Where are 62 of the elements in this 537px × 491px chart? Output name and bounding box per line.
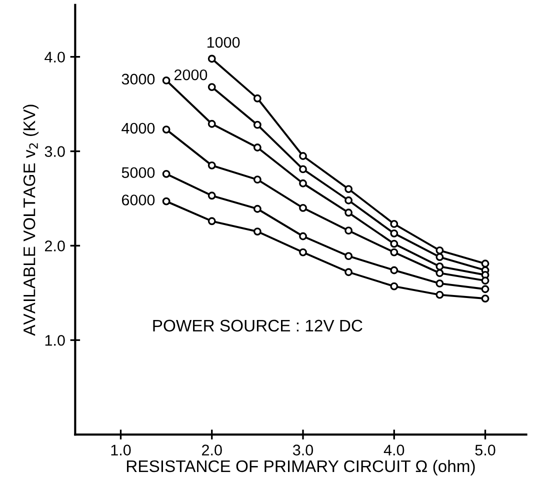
point xyxy=(162,170,170,178)
y-axis-title: AVAILABLE VOLTAGE v$_{2}$ (KV) xyxy=(23,104,39,336)
x-tick-label: 3.0 xyxy=(292,444,314,456)
point xyxy=(299,248,307,256)
point xyxy=(162,126,170,134)
point xyxy=(436,280,444,288)
point xyxy=(344,268,353,276)
series-label: 6000 xyxy=(122,194,155,206)
point xyxy=(436,253,444,261)
point xyxy=(253,228,262,236)
y-tick-label: 1.0 xyxy=(45,334,65,346)
point xyxy=(253,204,262,213)
point xyxy=(390,266,398,274)
series-label: 1000 xyxy=(207,36,240,48)
x-tick-label: 1.0 xyxy=(111,444,131,456)
point xyxy=(436,290,444,299)
point xyxy=(481,294,490,303)
x-axis-title: RESISTANCE OF PRIMARY CIRCUIT Ω (ohm) xyxy=(126,460,475,476)
point xyxy=(481,260,490,268)
point xyxy=(390,240,398,248)
point xyxy=(208,120,216,128)
series-label: 3000 xyxy=(122,74,155,85)
point xyxy=(253,94,262,102)
series-label: 4000 xyxy=(122,122,155,134)
annotation: POWER SOURCE : 12V DC xyxy=(153,320,362,332)
point xyxy=(208,83,216,92)
point xyxy=(344,185,353,193)
point xyxy=(208,192,216,200)
point xyxy=(253,176,262,184)
point xyxy=(299,165,307,174)
point xyxy=(481,285,490,294)
point xyxy=(299,232,307,240)
x-tick-label: 5.0 xyxy=(475,444,496,456)
x-tick-label: 2.0 xyxy=(202,444,222,456)
point xyxy=(344,208,353,217)
y-tick-label: 2.0 xyxy=(44,240,65,252)
point xyxy=(208,161,216,170)
point xyxy=(299,179,307,188)
point xyxy=(253,144,262,152)
point xyxy=(390,248,398,256)
point xyxy=(299,152,307,160)
point xyxy=(344,226,353,235)
series-label: 5000 xyxy=(122,167,155,178)
point xyxy=(162,197,170,206)
point xyxy=(436,269,444,278)
point xyxy=(344,196,353,204)
point xyxy=(344,252,353,260)
point xyxy=(208,54,216,63)
series-label: 2000 xyxy=(174,69,208,80)
y-tick-label: 4.0 xyxy=(44,52,65,63)
point xyxy=(390,220,398,228)
point xyxy=(208,217,216,226)
point xyxy=(436,262,444,270)
point xyxy=(481,276,490,285)
point xyxy=(162,76,170,84)
point xyxy=(299,204,307,212)
point xyxy=(390,229,398,238)
point xyxy=(436,246,444,254)
point xyxy=(390,282,398,290)
y-tick-label: 3.0 xyxy=(44,146,65,157)
x-tick-label: 4.0 xyxy=(384,444,404,456)
point xyxy=(253,120,262,129)
